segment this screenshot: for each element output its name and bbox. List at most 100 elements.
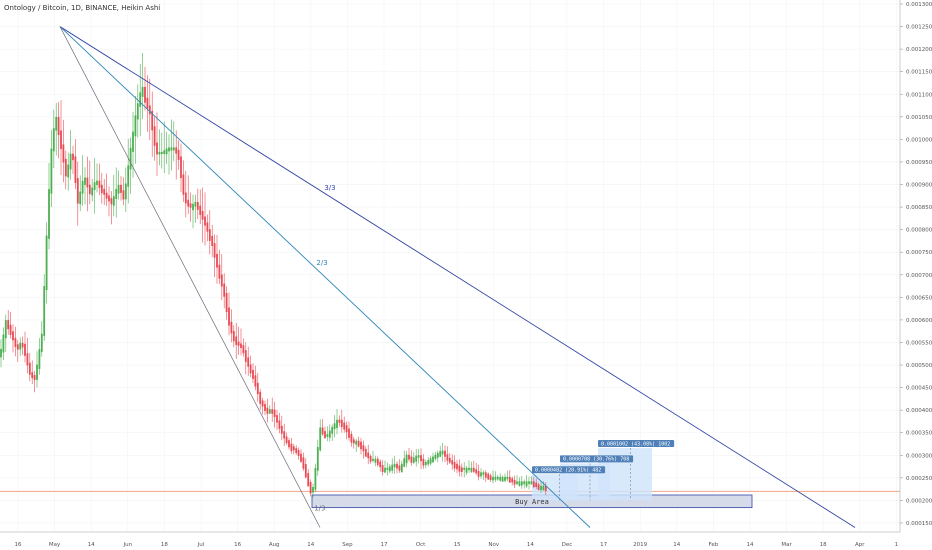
buy-area-label: Buy Area [515,498,549,506]
candle-body [127,165,130,187]
fan-line-label: 1/3 [314,504,325,512]
candle-body [60,130,62,149]
candle-body [52,128,55,152]
candle-body [496,476,499,480]
candle-body [4,320,7,339]
candle-body [254,375,257,387]
candle-body [362,445,365,452]
y-tick-label: 0.0001500 [906,521,932,527]
candle-body [180,156,182,179]
candle-body [331,426,334,434]
candle-body [235,336,238,345]
candle-body [146,97,149,109]
candle-body [439,451,442,457]
candle-body [398,465,401,471]
candle-body [33,375,36,380]
candle-body [48,189,50,239]
candle-body [357,440,360,447]
candle-body [300,453,302,462]
candle-body [103,188,106,195]
target-label: 0.0001002 (43.08%) 1002 [601,441,670,447]
candle-body [88,184,91,195]
candle-body [160,151,163,154]
candle-body [508,476,511,483]
candle-body [484,472,487,478]
x-tick-label: 14 [673,542,680,548]
fan-line [59,26,321,528]
candle-body [384,467,386,473]
candle-body [475,469,478,474]
candle-body [108,195,110,202]
candle-body [420,455,422,462]
candle-body [304,464,307,478]
candle-body [492,476,494,481]
candle-body [324,431,326,439]
x-tick-label: 14 [747,542,754,548]
candle-body [124,183,127,200]
candle-body [156,142,158,155]
x-tick-label: 16 [234,542,241,548]
candle-body [525,481,528,487]
candle-body [122,190,125,200]
candle-body [28,362,31,375]
candle-body [141,86,144,97]
x-tick-label: Dec [562,542,573,548]
candle-body [446,454,449,461]
candle-body [220,274,223,287]
candle-body [19,342,22,350]
candle-body [216,253,218,268]
x-tick-label: 18 [820,542,827,548]
candle-body [396,463,398,469]
candle-body [280,425,283,434]
candle-body [472,467,475,472]
candle-body [117,184,120,194]
candle-body [45,235,48,291]
candle-body [187,199,190,207]
x-tick-label: 14 [88,542,95,548]
x-tick-label: 1 [895,542,899,548]
candle-body [511,478,514,483]
candle-body [434,454,437,460]
candle-body [261,400,264,407]
candle-body [110,198,113,205]
candle-body [144,86,146,103]
candle-body [14,337,17,347]
candle-body [429,458,432,464]
x-tick-label: Sep [342,542,353,548]
candle-body [487,473,490,480]
time-axis[interactable]: 16 May 14 Jun 18 Jul 16 Aug 14 Sep 17 Oct 15 Nov 14 Dec… [15,542,899,548]
candle-body [129,147,132,170]
candle-body [489,475,492,481]
candle-body [199,205,202,215]
candle-body [328,430,331,438]
candle-body [393,463,396,468]
candle-body [333,423,336,430]
x-tick-label: 2019 [633,542,647,548]
fan-line-label: 2/3 [316,259,327,267]
candle-body [158,151,161,155]
candle-body [57,116,60,136]
candle-body [348,428,350,438]
candle-body [247,357,250,367]
candle-body [542,485,545,491]
candle-body [170,147,173,151]
candle-body [100,184,103,194]
candle-body [321,427,324,435]
candle-body [43,286,46,336]
candle-body [165,148,168,155]
candle-body [177,149,180,160]
candle-body [388,466,391,472]
candle-body [139,92,142,107]
